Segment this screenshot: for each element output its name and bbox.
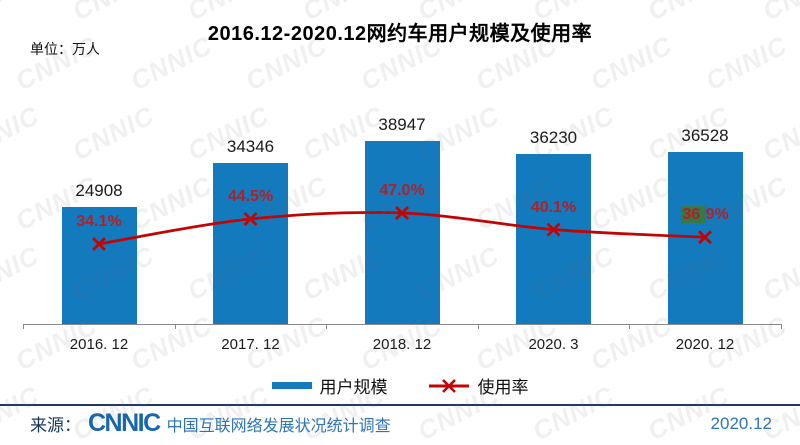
usage-rate-line [98,211,706,246]
x-axis-label: 2017. 12 [221,336,280,353]
footer-source: 来源： CNNIC 中国互联网络发展状况统计调查 [30,411,391,436]
unit-label: 单位：万人 [30,41,100,57]
legend-label-usage-rate: 使用率 [477,378,529,397]
axis-tick [174,325,176,329]
line-series-swatch [428,378,469,393]
x-axis-label: 2020. 3 [528,336,579,353]
legend-label-user-scale: 用户规模 [319,378,388,397]
footer-divider [0,404,800,406]
axis-tick [326,325,328,329]
bar-2016.12 [61,207,137,324]
x-marker [698,230,712,245]
bar-2020.3 [516,154,591,324]
cnnic-logo: CNNIC [88,409,161,437]
bar-2018.12 [364,141,440,324]
bar-2017.12 [213,163,288,324]
legend-item-usage-rate: 使用率 [428,373,529,398]
source-label: 来源： [30,416,81,435]
source-text: 中国互联网络发展状况统计调查 [166,417,391,435]
legend: 用户规模 使用率 [0,373,800,398]
x-marker [243,212,258,226]
bar-value-label: 36528 [681,126,729,145]
axis-tick [780,325,782,329]
report-date: 2020.12 [710,413,772,433]
usage-rate-label: 47.0% [379,182,425,199]
axis-tick [477,325,479,329]
bar-value-label: 38947 [378,115,426,134]
usage-rate-label: 34.1% [76,212,122,230]
bar-value-label: 24908 [75,181,123,200]
usage-rate-label: 36.9% [681,206,729,224]
bar-value-label: 36230 [529,128,578,147]
bar-series-swatch [271,382,312,389]
legend-item-user-scale: 用户规模 [271,373,388,398]
usage-rate-label: 40.1% [530,198,577,216]
x-axis-label: 2020. 12 [675,336,735,353]
axis-tick [629,325,631,329]
usage-rate-label: 44.5% [227,188,274,205]
page-title: 2016.12-2020.12网约车用户规模及使用率 [207,23,593,45]
x-axis-label: 2016. 12 [69,336,129,353]
x-marker [395,206,409,220]
x-axis-line [23,324,782,325]
bar-value-label: 34346 [226,137,275,156]
x-marker [92,236,106,251]
axis-tick [23,325,24,329]
x-axis-label: 2018. 12 [372,336,432,353]
footer: 来源： CNNIC 中国互联网络发展状况统计调查 2020.12 [30,411,772,436]
x-marker [546,222,561,237]
